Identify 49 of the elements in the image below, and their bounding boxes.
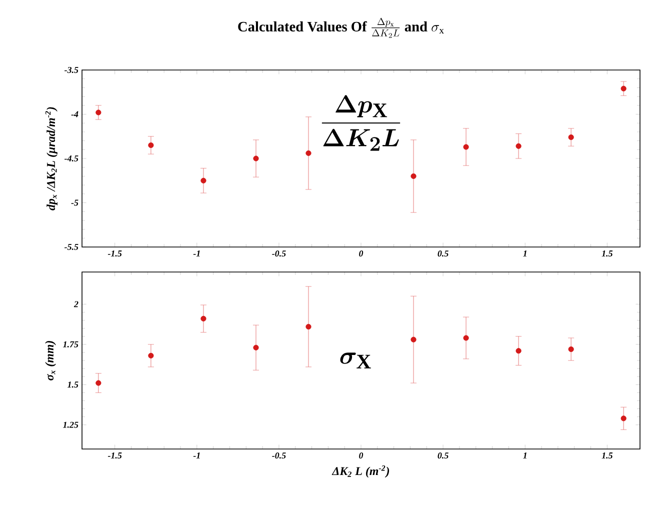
point [306, 150, 312, 156]
annotation: $\frac{\boldsymbol{\Delta p_{\mathrm{X}}}}{\boldsymbol{\Delta K_2 L}}$ [322, 95, 400, 151]
x-tick-label: 0 [359, 250, 364, 257]
point [200, 316, 206, 322]
y-tick-label: -3.5 [64, 66, 78, 74]
x-tick-label: 1 [523, 250, 526, 256]
point [253, 344, 259, 350]
y-tick-label: 2 [74, 301, 78, 308]
y-tick-label: -5.5 [64, 244, 78, 250]
x-tick-label: 1.5 [602, 250, 613, 257]
y-axis-title: dp$_{x}$ /ΔK$_{2}$L (μrad/m$^{-2}$) [45, 107, 58, 210]
point [148, 352, 154, 358]
x-tick-label: -1.5 [108, 250, 122, 257]
x-tick-label: -1 [193, 250, 200, 256]
point [410, 336, 416, 342]
y-tick-label: -4.5 [64, 155, 78, 162]
point [96, 380, 102, 386]
point [620, 86, 626, 92]
y-tick-label: 1.25 [63, 422, 78, 428]
point [410, 173, 416, 179]
point [306, 324, 312, 330]
y-tick-label: -5 [71, 200, 78, 206]
x-axis-title: ΔK$_{2}$ L (m$^{-2}$) [332, 465, 390, 478]
point [516, 143, 522, 149]
x-tick-label: 1.5 [602, 452, 613, 459]
point [253, 156, 259, 162]
point [568, 134, 574, 140]
x-tick-label: 1 [523, 452, 526, 458]
x-tick-label: 0.5 [438, 250, 448, 257]
x-tick-label: -0.5 [272, 250, 286, 257]
point [200, 178, 206, 184]
chart-title: $\textbf{Calculated Values Of } \frac{\Delta p_{\mathrm{x}}}{\Delta K_2 L}\textbf{ and } \sigma_{\mathrm{x}}$ [238, 18, 444, 38]
point [620, 416, 626, 422]
point [463, 335, 469, 341]
x-tick-label: -1.5 [108, 452, 122, 459]
annotation: $\boldsymbol{\sigma_{\mathrm{X}}}$ [340, 352, 371, 368]
y-axis-title: σ$_{x}$ (mm) [45, 341, 56, 380]
point [96, 110, 102, 116]
y-tick-label: 1.75 [63, 341, 78, 348]
x-tick-label: 0 [359, 452, 364, 459]
x-tick-label: 0.5 [438, 452, 448, 459]
y-tick-label: 1.5 [67, 382, 78, 388]
point [148, 142, 154, 148]
y-tick-label: -4 [71, 111, 78, 118]
point [463, 144, 469, 150]
point [516, 348, 522, 354]
point [568, 346, 574, 352]
x-tick-label: -1 [193, 452, 200, 458]
x-tick-label: -0.5 [272, 452, 286, 459]
